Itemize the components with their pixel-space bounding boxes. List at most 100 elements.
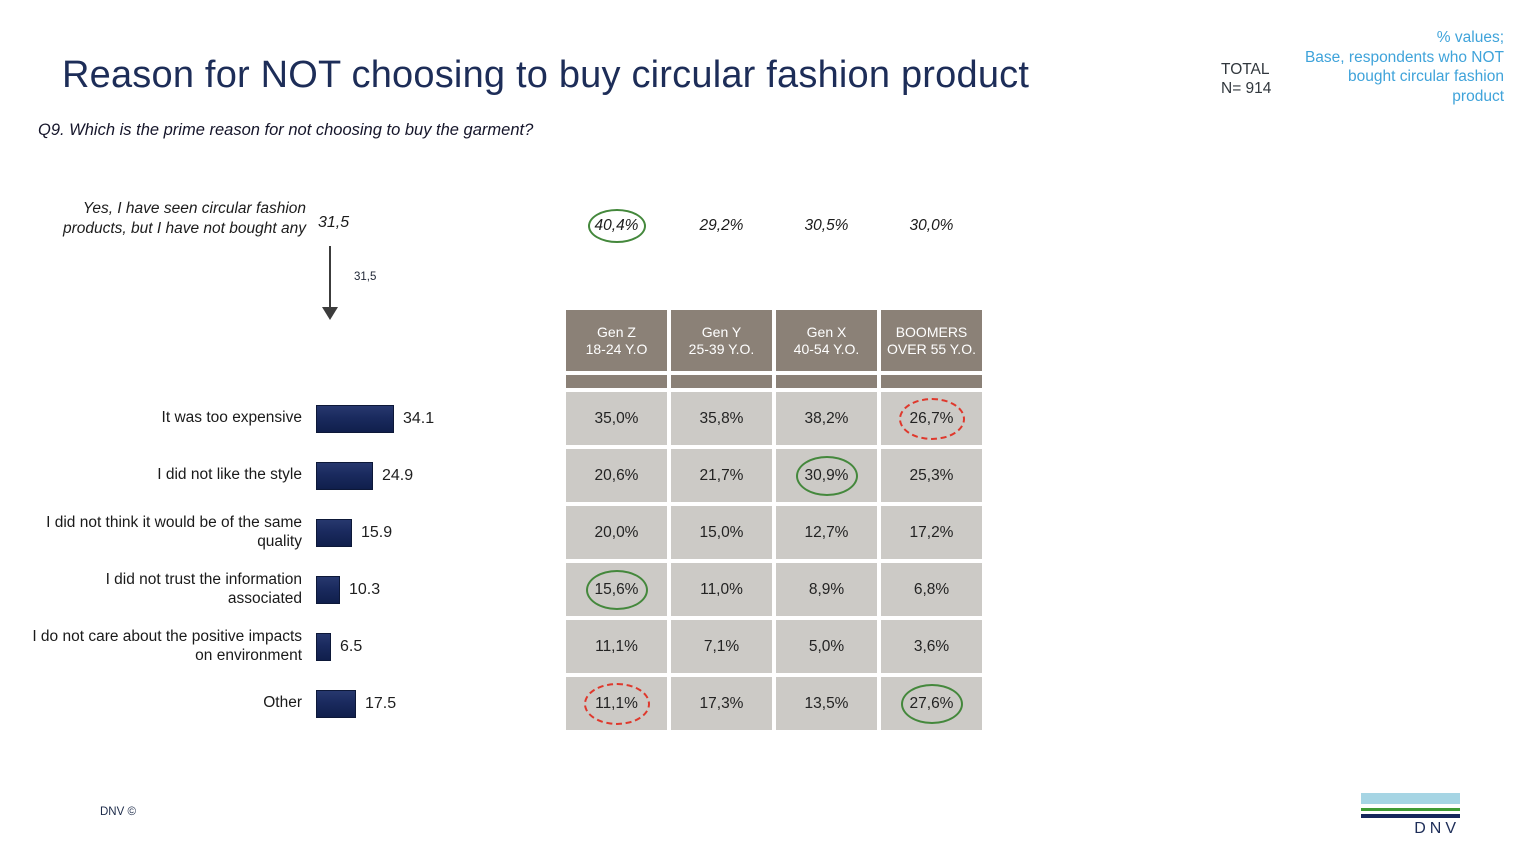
arrow-value-label: 31,5 bbox=[354, 271, 377, 283]
table-header-cell: Gen Y 25-39 Y.O. bbox=[671, 310, 772, 371]
logo-navy-bar bbox=[1361, 814, 1460, 818]
bar-label: I did not like the style bbox=[157, 466, 302, 484]
table-row: 20,6% 21,7% 30,9% 25,3% bbox=[566, 449, 982, 502]
header-line: OVER 55 Y.O. bbox=[887, 340, 976, 357]
percent-value: 12,7% bbox=[804, 523, 849, 541]
table-cell: 11,0% bbox=[671, 563, 772, 616]
table-cell: 20,6% bbox=[566, 449, 667, 502]
header-line: Gen Y bbox=[701, 323, 742, 340]
percent-value: 17,2% bbox=[909, 523, 954, 541]
table-header-cell: BOOMERS OVER 55 Y.O. bbox=[881, 310, 982, 371]
header-line: 40-54 Y.O. bbox=[793, 340, 860, 357]
percent-value: 40,4% bbox=[594, 217, 639, 234]
bar-value: 10.3 bbox=[349, 580, 381, 598]
funnel-label-line: Yes, I have seen circular fashion bbox=[82, 200, 306, 217]
table-cell: 27,6% bbox=[881, 677, 982, 730]
header-line: Gen X bbox=[806, 323, 847, 340]
table-strip-row bbox=[566, 375, 982, 388]
table-cell: 6,8% bbox=[881, 563, 982, 616]
table-header-row: Gen Z 18-24 Y.O Gen Y 25-39 Y.O. Gen X 4… bbox=[566, 310, 982, 371]
table-cell: 30,9% bbox=[776, 449, 877, 502]
table-cell: 21,7% bbox=[671, 449, 772, 502]
table-cell: 25,3% bbox=[881, 449, 982, 502]
bar-row: I did not think it would be of the same … bbox=[30, 506, 392, 559]
table-row: 11,1% 7,1% 5,0% 3,6% bbox=[566, 620, 982, 673]
percent-value: 20,0% bbox=[594, 523, 639, 541]
percent-value: 29,2% bbox=[699, 217, 744, 234]
bar-label: I do not care about the positive impacts… bbox=[32, 628, 302, 664]
table-cell: 7,1% bbox=[671, 620, 772, 673]
generation-table: Gen Z 18-24 Y.O Gen Y 25-39 Y.O. Gen X 4… bbox=[566, 310, 982, 730]
funnel-label: Yes, I have seen circular fashion produc… bbox=[36, 199, 306, 238]
percent-value: 11,1% bbox=[595, 694, 638, 712]
percent-value: 38,2% bbox=[804, 409, 849, 427]
table-cell: 20,0% bbox=[566, 506, 667, 559]
percent-value: 3,6% bbox=[913, 637, 950, 655]
percent-value: 6,8% bbox=[913, 580, 950, 598]
bar bbox=[316, 461, 373, 490]
base-note-line: Base, respondents who NOT bbox=[1304, 48, 1504, 66]
table-cell: 26,7% bbox=[881, 392, 982, 445]
table-cell: 13,5% bbox=[776, 677, 877, 730]
logo-green-bar bbox=[1361, 808, 1460, 811]
seen-not-bought-cell: 29,2% bbox=[671, 207, 772, 245]
table-row: 20,0% 15,0% 12,7% 17,2% bbox=[566, 506, 982, 559]
question-text: Q9. Which is the prime reason for not ch… bbox=[38, 121, 534, 139]
percent-value: 30,5% bbox=[804, 217, 849, 234]
table-cell: 15,0% bbox=[671, 506, 772, 559]
percent-value: 26,7% bbox=[909, 409, 954, 427]
base-note-line: % values; bbox=[1436, 29, 1504, 46]
seen-not-bought-cell: 30,0% bbox=[881, 207, 982, 245]
bar-row: Other 17.5 bbox=[30, 677, 396, 730]
base-note-line: product bbox=[1452, 87, 1504, 105]
table-row: 35,0% 35,8% 38,2% 26,7% bbox=[566, 392, 982, 445]
bar-label: I did not trust the information associat… bbox=[105, 571, 302, 607]
percent-value: 21,7% bbox=[699, 466, 744, 484]
table-strip-cell bbox=[671, 375, 772, 388]
table-strip-cell bbox=[881, 375, 982, 388]
bar-label: Other bbox=[263, 694, 302, 712]
percent-value: 35,0% bbox=[594, 409, 639, 427]
bar-label: It was too expensive bbox=[161, 409, 302, 427]
bar-row: I did not trust the information associat… bbox=[30, 563, 381, 616]
percent-value: 7,1% bbox=[703, 637, 740, 655]
percent-value: 15,6% bbox=[594, 580, 639, 598]
page-title: Reason for NOT choosing to buy circular … bbox=[62, 54, 1030, 96]
table-cell: 38,2% bbox=[776, 392, 877, 445]
table-cell: 35,0% bbox=[566, 392, 667, 445]
bar-value: 15.9 bbox=[361, 523, 393, 541]
funnel-label-line: products, but I have not bought any bbox=[62, 219, 306, 237]
bar-label: I did not think it would be of the same … bbox=[46, 514, 302, 550]
logo-text: DNV bbox=[1414, 820, 1460, 837]
total-label: TOTAL bbox=[1221, 61, 1270, 78]
base-note-line: bought circular fashion bbox=[1348, 68, 1504, 85]
percent-value: 13,5% bbox=[804, 694, 849, 712]
table-row: 11,1% 17,3% 13,5% 27,6% bbox=[566, 677, 982, 730]
table-header-cell: Gen X 40-54 Y.O. bbox=[776, 310, 877, 371]
header-line: Gen Z bbox=[597, 323, 636, 340]
down-arrow-line bbox=[329, 246, 331, 308]
table-header-cell: Gen Z 18-24 Y.O bbox=[566, 310, 667, 371]
percent-value: 35,8% bbox=[699, 409, 744, 427]
bar-value: 34.1 bbox=[403, 409, 435, 427]
table-cell: 8,9% bbox=[776, 563, 877, 616]
table-strip-cell bbox=[776, 375, 877, 388]
seen-not-bought-cell: 30,5% bbox=[776, 207, 877, 245]
percent-value: 11,1% bbox=[595, 637, 638, 655]
copyright-text: DNV © bbox=[100, 806, 136, 818]
percent-value: 8,9% bbox=[808, 580, 845, 598]
seen-not-bought-cell: 40,4% bbox=[566, 207, 667, 245]
percent-value: 15,0% bbox=[699, 523, 744, 541]
bar-row: I do not care about the positive impacts… bbox=[30, 620, 362, 673]
table-cell: 35,8% bbox=[671, 392, 772, 445]
header-line: 25-39 Y.O. bbox=[688, 340, 755, 357]
table-cell: 15,6% bbox=[566, 563, 667, 616]
bar-value: 17.5 bbox=[365, 694, 397, 712]
logo-lightblue-bar bbox=[1361, 793, 1460, 804]
table-cell: 17,3% bbox=[671, 677, 772, 730]
table-cell: 11,1% bbox=[566, 620, 667, 673]
bar bbox=[316, 404, 394, 433]
table-cell: 5,0% bbox=[776, 620, 877, 673]
percent-value: 5,0% bbox=[808, 637, 845, 655]
